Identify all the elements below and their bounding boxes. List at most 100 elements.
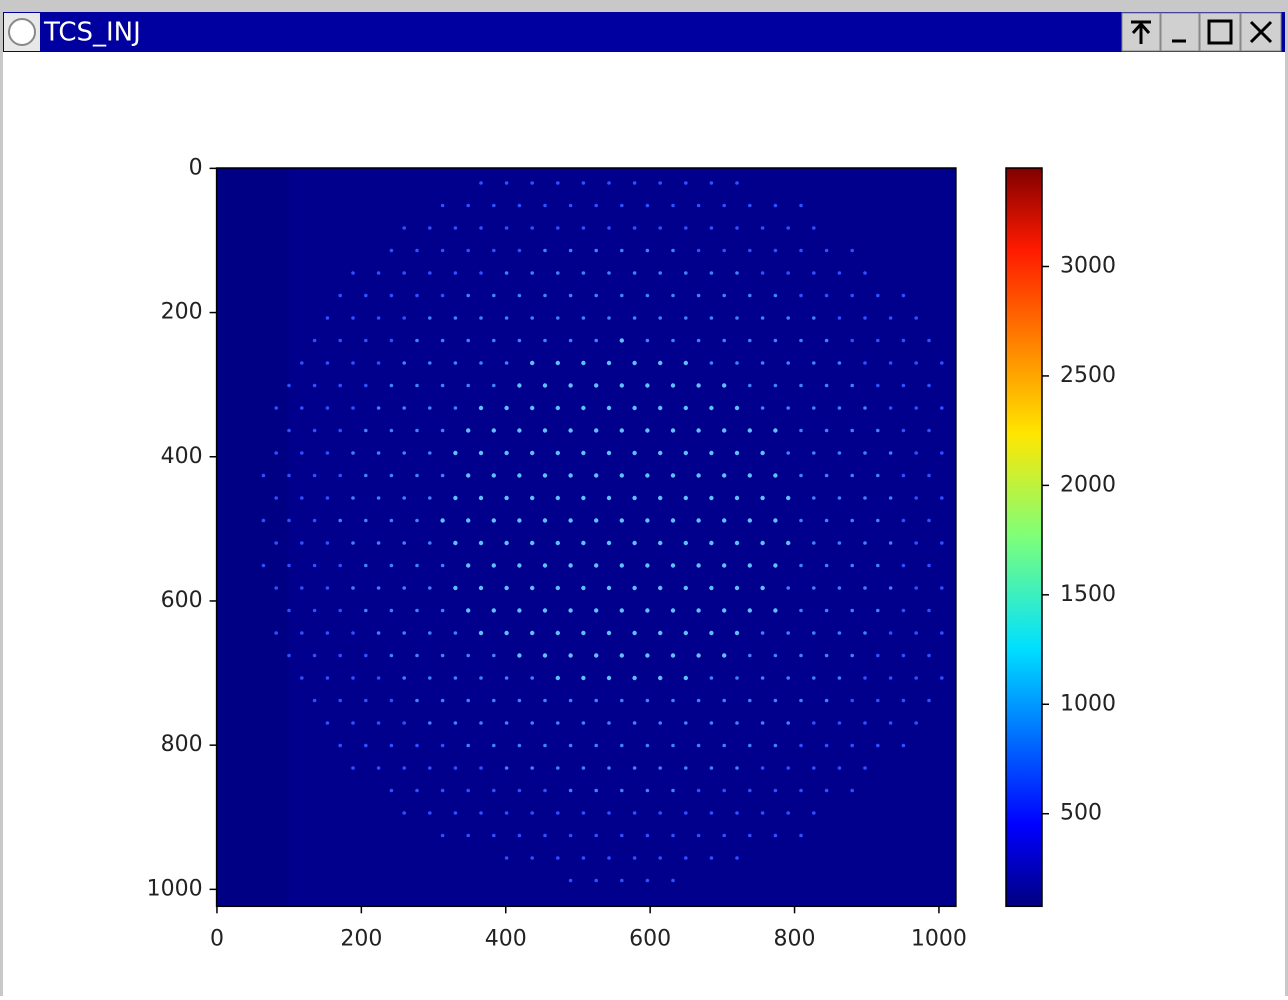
spot [876, 338, 880, 343]
spot [504, 676, 509, 680]
spot [940, 586, 944, 590]
spot [837, 406, 842, 410]
spot [364, 383, 368, 388]
spot [479, 271, 483, 275]
spot [670, 608, 676, 613]
spot [671, 788, 675, 793]
spot [824, 608, 829, 613]
spot [734, 495, 740, 501]
spot [542, 563, 548, 568]
spot [466, 563, 471, 568]
spot [940, 361, 944, 365]
spot [786, 226, 790, 230]
spot [735, 316, 739, 320]
pin-button[interactable] [1121, 12, 1161, 52]
spot [658, 360, 663, 366]
spot [581, 675, 586, 681]
maximize-button[interactable] [1199, 12, 1241, 52]
spot [760, 721, 765, 725]
spot [773, 833, 778, 838]
spot [402, 496, 407, 500]
spot [709, 721, 714, 725]
spot [696, 203, 701, 208]
spot [402, 406, 407, 410]
spot [914, 676, 918, 680]
spot [670, 428, 676, 433]
spot [478, 405, 484, 411]
spot [914, 451, 918, 455]
spot [453, 676, 458, 680]
spot [568, 788, 573, 793]
spot [466, 653, 471, 658]
spot [415, 293, 419, 298]
spot [555, 540, 560, 546]
spot [517, 833, 522, 838]
spot [453, 316, 458, 320]
spot [786, 271, 790, 275]
minimize-button[interactable] [1160, 12, 1200, 52]
spot [850, 428, 854, 433]
spot [812, 226, 816, 230]
spot [402, 766, 407, 770]
spot [888, 451, 893, 455]
spot [478, 450, 484, 456]
spot [543, 203, 547, 208]
spot [850, 743, 854, 748]
spot [466, 833, 471, 838]
spot [799, 383, 803, 388]
spot [402, 271, 407, 275]
spot [927, 563, 931, 568]
spot [850, 293, 854, 298]
spot [619, 563, 624, 568]
spot [876, 563, 880, 568]
spot [786, 495, 791, 501]
spot [901, 698, 906, 703]
spot [338, 428, 343, 433]
spot [517, 293, 522, 298]
spot [748, 833, 752, 838]
spot [735, 676, 739, 680]
spot [786, 721, 790, 725]
spot [620, 698, 624, 703]
spot [619, 428, 624, 433]
spot [901, 518, 906, 523]
spot [312, 653, 317, 658]
spot [799, 653, 803, 658]
spot [901, 563, 906, 568]
spot [799, 428, 803, 433]
spot [517, 203, 522, 208]
spot [402, 811, 407, 815]
spot [581, 226, 586, 230]
spot [402, 586, 407, 590]
spot [773, 518, 778, 523]
spot [594, 788, 598, 793]
spot [837, 451, 842, 455]
spot [530, 721, 534, 725]
spot [760, 676, 765, 680]
spot [504, 316, 509, 320]
spot [453, 495, 458, 501]
spot [709, 361, 714, 365]
spot [325, 721, 330, 725]
spot [453, 406, 458, 410]
spot [901, 293, 906, 298]
spot [504, 361, 509, 365]
spot [799, 608, 803, 613]
spot [389, 743, 394, 748]
spot [581, 630, 586, 636]
spot [722, 428, 727, 433]
spot [428, 766, 432, 770]
spot [491, 518, 496, 523]
spot [504, 811, 509, 815]
spot [453, 631, 458, 635]
spot [312, 473, 317, 478]
spot [632, 405, 637, 411]
spot [594, 473, 599, 478]
spot [415, 338, 419, 343]
spot [466, 608, 471, 613]
spot [786, 540, 791, 546]
spot [440, 428, 445, 433]
spot [568, 563, 573, 568]
spot [402, 451, 407, 455]
